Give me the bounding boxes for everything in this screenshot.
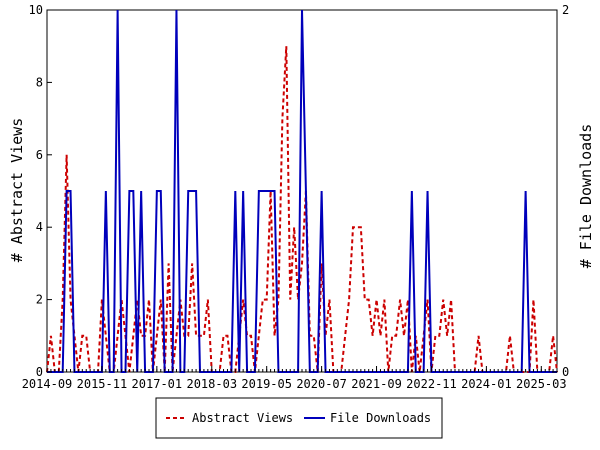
y-left-tick-label: 6 (36, 148, 43, 162)
series-line-file-downloads (47, 9, 557, 373)
y-right-tick-label: 0 (562, 365, 569, 379)
axis-ticks (46, 9, 558, 373)
x-tick-label: 2022-11 (406, 377, 457, 391)
x-tick-label: 2019-05 (241, 377, 292, 391)
legend-label-abstract-views: Abstract Views (192, 411, 293, 425)
x-tick-label: 2025-03 (516, 377, 567, 391)
x-tick-label: 2024-01 (461, 377, 512, 391)
y-axis-right-title: # File Downloads (577, 124, 595, 269)
x-tick-label: 2015-11 (77, 377, 128, 391)
legend-label-file-downloads: File Downloads (330, 411, 431, 425)
x-tick-label: 2014-09 (22, 377, 73, 391)
x-tick-label: 2017-01 (132, 377, 183, 391)
y-left-tick-label: 2 (36, 293, 43, 307)
tick-labels: 2014-09 2015-11 2017-01 2018-03 2019-05 2020-… (22, 3, 570, 391)
x-tick-label: 2020-07 (296, 377, 347, 391)
y-left-tick-label: 4 (36, 220, 43, 234)
series-layer (46, 9, 558, 373)
legend: Abstract Views File Downloads (155, 397, 443, 439)
y-left-tick-label: 10 (29, 3, 43, 17)
y-left-tick-label: 0 (36, 365, 43, 379)
y-axis-left-title: # Abstract Views (8, 118, 26, 263)
legend-box (155, 397, 443, 439)
y-left-tick-label: 8 (36, 75, 43, 89)
x-tick-label: 2018-03 (186, 377, 237, 391)
y-right-tick-label: 2 (562, 3, 569, 17)
x-tick-label: 2021-09 (351, 377, 402, 391)
